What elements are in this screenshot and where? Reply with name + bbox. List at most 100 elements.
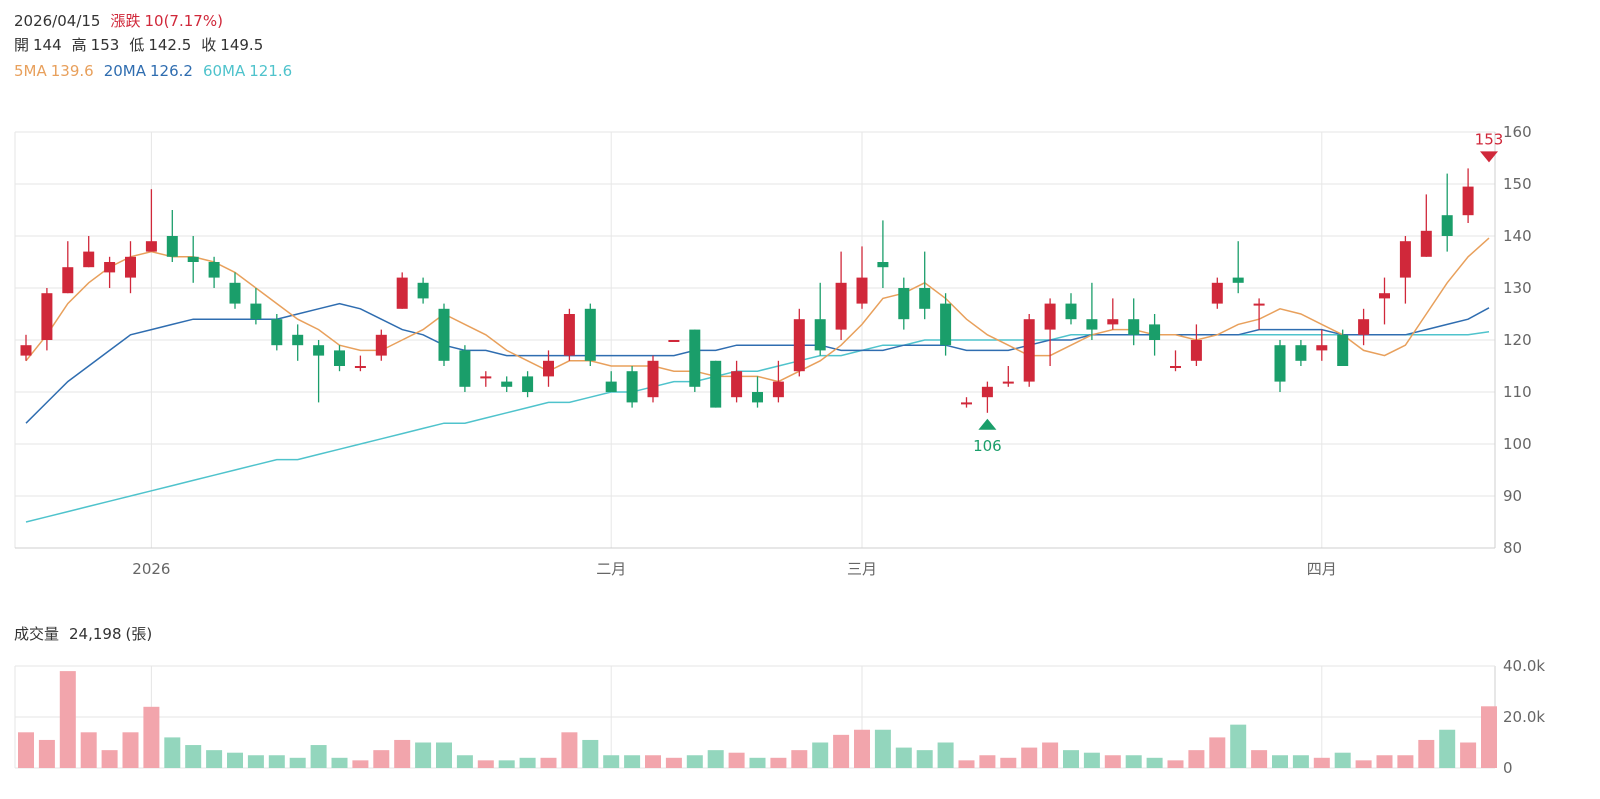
candle-body [1044,303,1056,330]
volume-bar [749,757,766,768]
candle [752,376,763,408]
volume-bar [1397,755,1414,768]
ma60-value: 121.6 [249,62,293,80]
candle [354,355,366,372]
candle-body [543,360,554,377]
volume-bar [1355,760,1372,768]
low-marker-icon [978,418,997,430]
ma20-line [25,302,1490,424]
candle-body [104,262,116,273]
candle-body [814,319,826,351]
volume-bar [394,739,411,768]
price-tick-label: 110 [1503,383,1532,401]
candle [41,288,53,351]
volume-bar [1021,747,1038,768]
volume-bar [1481,706,1497,768]
candle [187,236,199,283]
candle [229,272,241,309]
candle [166,210,178,262]
candle-body [647,360,659,398]
candle [396,272,408,309]
volume-tick-label: 40.0k [1503,657,1545,675]
volume-bar [352,760,369,768]
candle [125,241,136,294]
candle-body [438,308,450,361]
candle [1358,308,1370,346]
volume-bar [373,750,390,768]
volume-bar [310,745,327,768]
volume-bar [624,755,641,768]
close-value: 149.5 [220,36,264,54]
volume-bar [645,755,661,768]
candle [292,324,304,361]
candle [20,334,32,361]
volume-tick-label: 20.0k [1503,708,1545,726]
candle-body [981,386,993,398]
candle-body [793,319,805,372]
volume-bar [1104,755,1121,768]
high-label: 高 [71,36,87,54]
open-value: 144 [33,36,62,54]
high-annotation: 153 [1475,130,1504,148]
candle [208,256,220,288]
candle [522,371,534,398]
volume-bar [1188,750,1205,768]
low-value: 142.5 [148,36,192,54]
candle-body [292,334,304,346]
x-tick-label: 三月 [847,560,877,578]
high-value: 153 [90,36,120,54]
candle [647,355,659,403]
candle-body [772,381,784,398]
candle [919,251,931,320]
candle-body [1316,345,1328,351]
candle [1065,293,1077,325]
volume-bar [247,755,264,768]
candle [334,345,345,372]
volume-bar [227,752,243,768]
candle-body [41,293,53,340]
volume-bar [1376,755,1393,768]
volume-unit: (張) [125,625,153,643]
volume-bar [686,755,703,768]
candle-body [1190,340,1202,361]
volume-bar [38,739,55,768]
volume-bar [1000,757,1017,768]
candle-body [689,329,701,387]
candle [563,308,575,361]
candle [710,360,722,408]
candle [459,345,471,392]
candle-body [396,277,408,309]
volume-bar [812,742,829,768]
candle [250,288,262,325]
candle [898,277,910,330]
candle-body [20,345,32,356]
price-tick-label: 90 [1503,487,1522,505]
candle-body [1170,366,1181,368]
candle [145,189,157,252]
candle-body [334,350,345,366]
volume-bar [1083,752,1100,768]
volume-bar [854,729,870,768]
candle [1023,314,1035,387]
volume-bar [603,755,620,768]
ma20-label: 20MA [103,62,146,80]
close-label: 收 [201,36,217,54]
candle-body [1462,186,1474,216]
volume-bar [436,742,452,768]
candle [668,340,680,342]
volume-bar [665,757,682,768]
candle-body [877,262,889,268]
candle-body [919,288,931,309]
candle-body [187,256,199,262]
low-annotation: 106 [973,437,1002,455]
candle [543,350,554,387]
volume-bar [979,755,996,768]
candle [104,256,116,288]
volume-bar [958,760,975,768]
volume-label: 成交量 [14,625,60,643]
volume-bar [1272,755,1288,768]
candle [1462,168,1474,223]
candle-body [940,303,952,346]
volume-bar [1418,739,1435,768]
